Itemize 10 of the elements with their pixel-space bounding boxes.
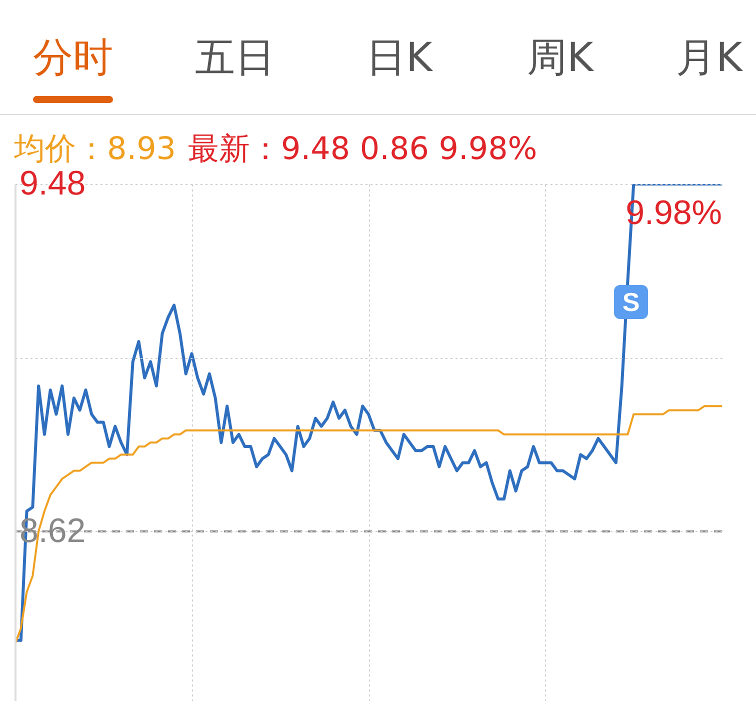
text: 周K (527, 34, 594, 83)
line-series (15, 405, 722, 646)
text: 日K (366, 34, 432, 83)
y-tick-label: 9.48 (20, 164, 86, 202)
s-badge-icon: S (614, 285, 648, 319)
text: 分时 (33, 34, 113, 83)
text: 均价：8.93 (14, 131, 176, 167)
text: 月K (676, 34, 742, 83)
text: 最新：9.48 0.86 9.98% (188, 131, 538, 167)
text: 五日 (195, 34, 275, 83)
